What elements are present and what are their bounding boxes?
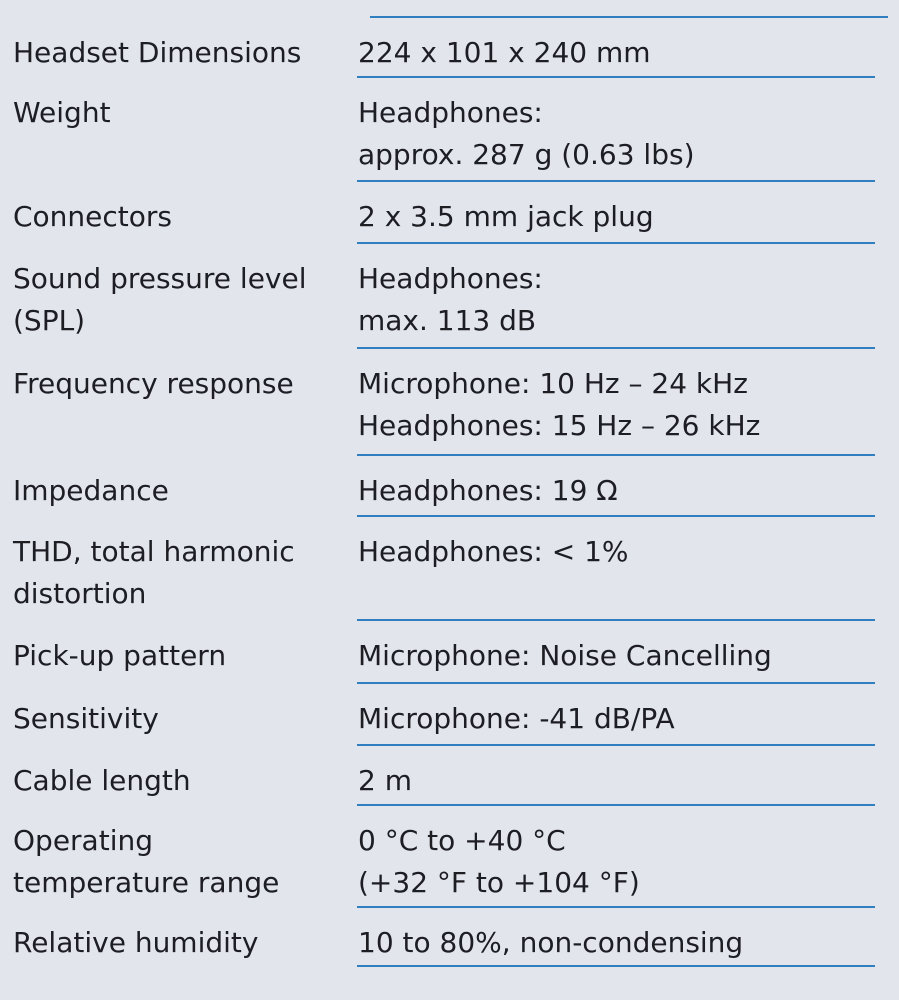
spec-label: THD, total harmonic distortion xyxy=(0,517,356,621)
spec-label: Relative humidity xyxy=(0,908,356,967)
spec-label-line: Connectors xyxy=(13,200,173,233)
spec-value: Headphones: approx. 287 g (0.63 lbs) xyxy=(357,78,875,182)
spec-row: THD, total harmonic distortion Headphones:… xyxy=(0,517,899,621)
spec-label-line: (SPL) xyxy=(13,304,86,337)
spec-value-line: approx. 287 g (0.63 lbs) xyxy=(358,138,695,171)
spec-value: 224 x 101 x 240 mm xyxy=(357,18,875,78)
spec-row: Weight Headphones: approx. 287 g (0.63 lbs… xyxy=(0,78,899,182)
spec-value-line: 224 x 101 x 240 mm xyxy=(358,36,651,69)
spec-value: Microphone: 10 Hz – 24 kHz Headphones: 15… xyxy=(357,349,875,456)
spec-label-line: Sensitivity xyxy=(13,702,159,735)
spec-value-line: max. 113 dB xyxy=(358,304,537,337)
spec-value-line: Headphones: xyxy=(358,96,543,129)
spec-label-line: Cable length xyxy=(13,764,191,797)
spec-value-line: 10 to 80%, non-condensing xyxy=(358,926,744,959)
spec-label-line: Impedance xyxy=(13,474,169,507)
spec-row: Relative humidity 10 to 80%, non-condensi… xyxy=(0,908,899,967)
spec-row: Pick-up pattern Microphone: Noise Cancell… xyxy=(0,621,899,684)
spec-value-line: Headphones: 19 Ω xyxy=(358,474,618,507)
spec-label: Cable length xyxy=(0,746,356,806)
spec-label-line: Relative humidity xyxy=(13,926,259,959)
spec-label: Frequency response xyxy=(0,349,356,456)
spec-value: 10 to 80%, non-condensing xyxy=(357,908,875,967)
spec-label: Headset Dimensions xyxy=(0,18,356,78)
spec-value-line: Microphone: -41 dB/PA xyxy=(358,702,675,735)
spec-label: Pick-up pattern xyxy=(0,621,356,684)
spec-row: Connectors 2 x 3.5 mm jack plug xyxy=(0,182,899,244)
spec-row: Headset Dimensions 224 x 101 x 240 mm xyxy=(0,18,899,78)
spec-label-line: THD, total harmonic xyxy=(13,535,295,568)
spec-value-line: 0 °C to +40 °C xyxy=(358,824,566,857)
spec-value: Headphones: < 1% xyxy=(357,517,875,621)
spec-row: Cable length 2 m xyxy=(0,746,899,806)
spec-label-line: Pick-up pattern xyxy=(13,639,227,672)
spec-table: Headset Dimensions 224 x 101 x 240 mm Weig… xyxy=(0,18,899,967)
spec-value: Microphone: Noise Cancelling xyxy=(357,621,875,684)
spec-label-line: Sound pressure level xyxy=(13,262,307,295)
spec-value-line: 2 m xyxy=(358,764,412,797)
spec-value: Headphones: 19 Ω xyxy=(357,456,875,517)
spec-label: Sensitivity xyxy=(0,684,356,746)
spec-value: Headphones: max. 113 dB xyxy=(357,244,875,349)
spec-label: Sound pressure level (SPL) xyxy=(0,244,356,349)
spec-value-line: Microphone: 10 Hz – 24 kHz xyxy=(358,367,748,400)
spec-row: Operating temperature range 0 °C to +40 °C… xyxy=(0,806,899,908)
spec-label-line: Operating xyxy=(13,824,153,857)
spec-value-line: (+32 °F to +104 °F) xyxy=(358,866,640,899)
spec-label: Weight xyxy=(0,78,356,182)
spec-label: Connectors xyxy=(0,182,356,244)
spec-value: 2 x 3.5 mm jack plug xyxy=(357,182,875,244)
spec-label: Operating temperature range xyxy=(0,806,356,908)
spec-label-line: Frequency response xyxy=(13,367,294,400)
spec-row: Sound pressure level (SPL) Headphones: max.… xyxy=(0,244,899,349)
spec-label: Impedance xyxy=(0,456,356,517)
spec-value: Microphone: -41 dB/PA xyxy=(357,684,875,746)
spec-label-line: distortion xyxy=(13,577,147,610)
spec-value-line: Headphones: < 1% xyxy=(358,535,629,568)
spec-row: Sensitivity Microphone: -41 dB/PA xyxy=(0,684,899,746)
spec-label-line: Headset Dimensions xyxy=(13,36,302,69)
spec-value-line: Headphones: 15 Hz – 26 kHz xyxy=(358,409,761,442)
spec-label-line: Weight xyxy=(13,96,111,129)
spec-row: Impedance Headphones: 19 Ω xyxy=(0,456,899,517)
spec-label-line: temperature range xyxy=(13,866,280,899)
spec-value-line: Microphone: Noise Cancelling xyxy=(358,639,772,672)
top-rule xyxy=(370,16,888,18)
spec-value: 0 °C to +40 °C (+32 °F to +104 °F) xyxy=(357,806,875,908)
spec-value-line: 2 x 3.5 mm jack plug xyxy=(358,200,654,233)
spec-value: 2 m xyxy=(357,746,875,806)
spec-row: Frequency response Microphone: 10 Hz – 24… xyxy=(0,349,899,456)
spec-value-line: Headphones: xyxy=(358,262,543,295)
